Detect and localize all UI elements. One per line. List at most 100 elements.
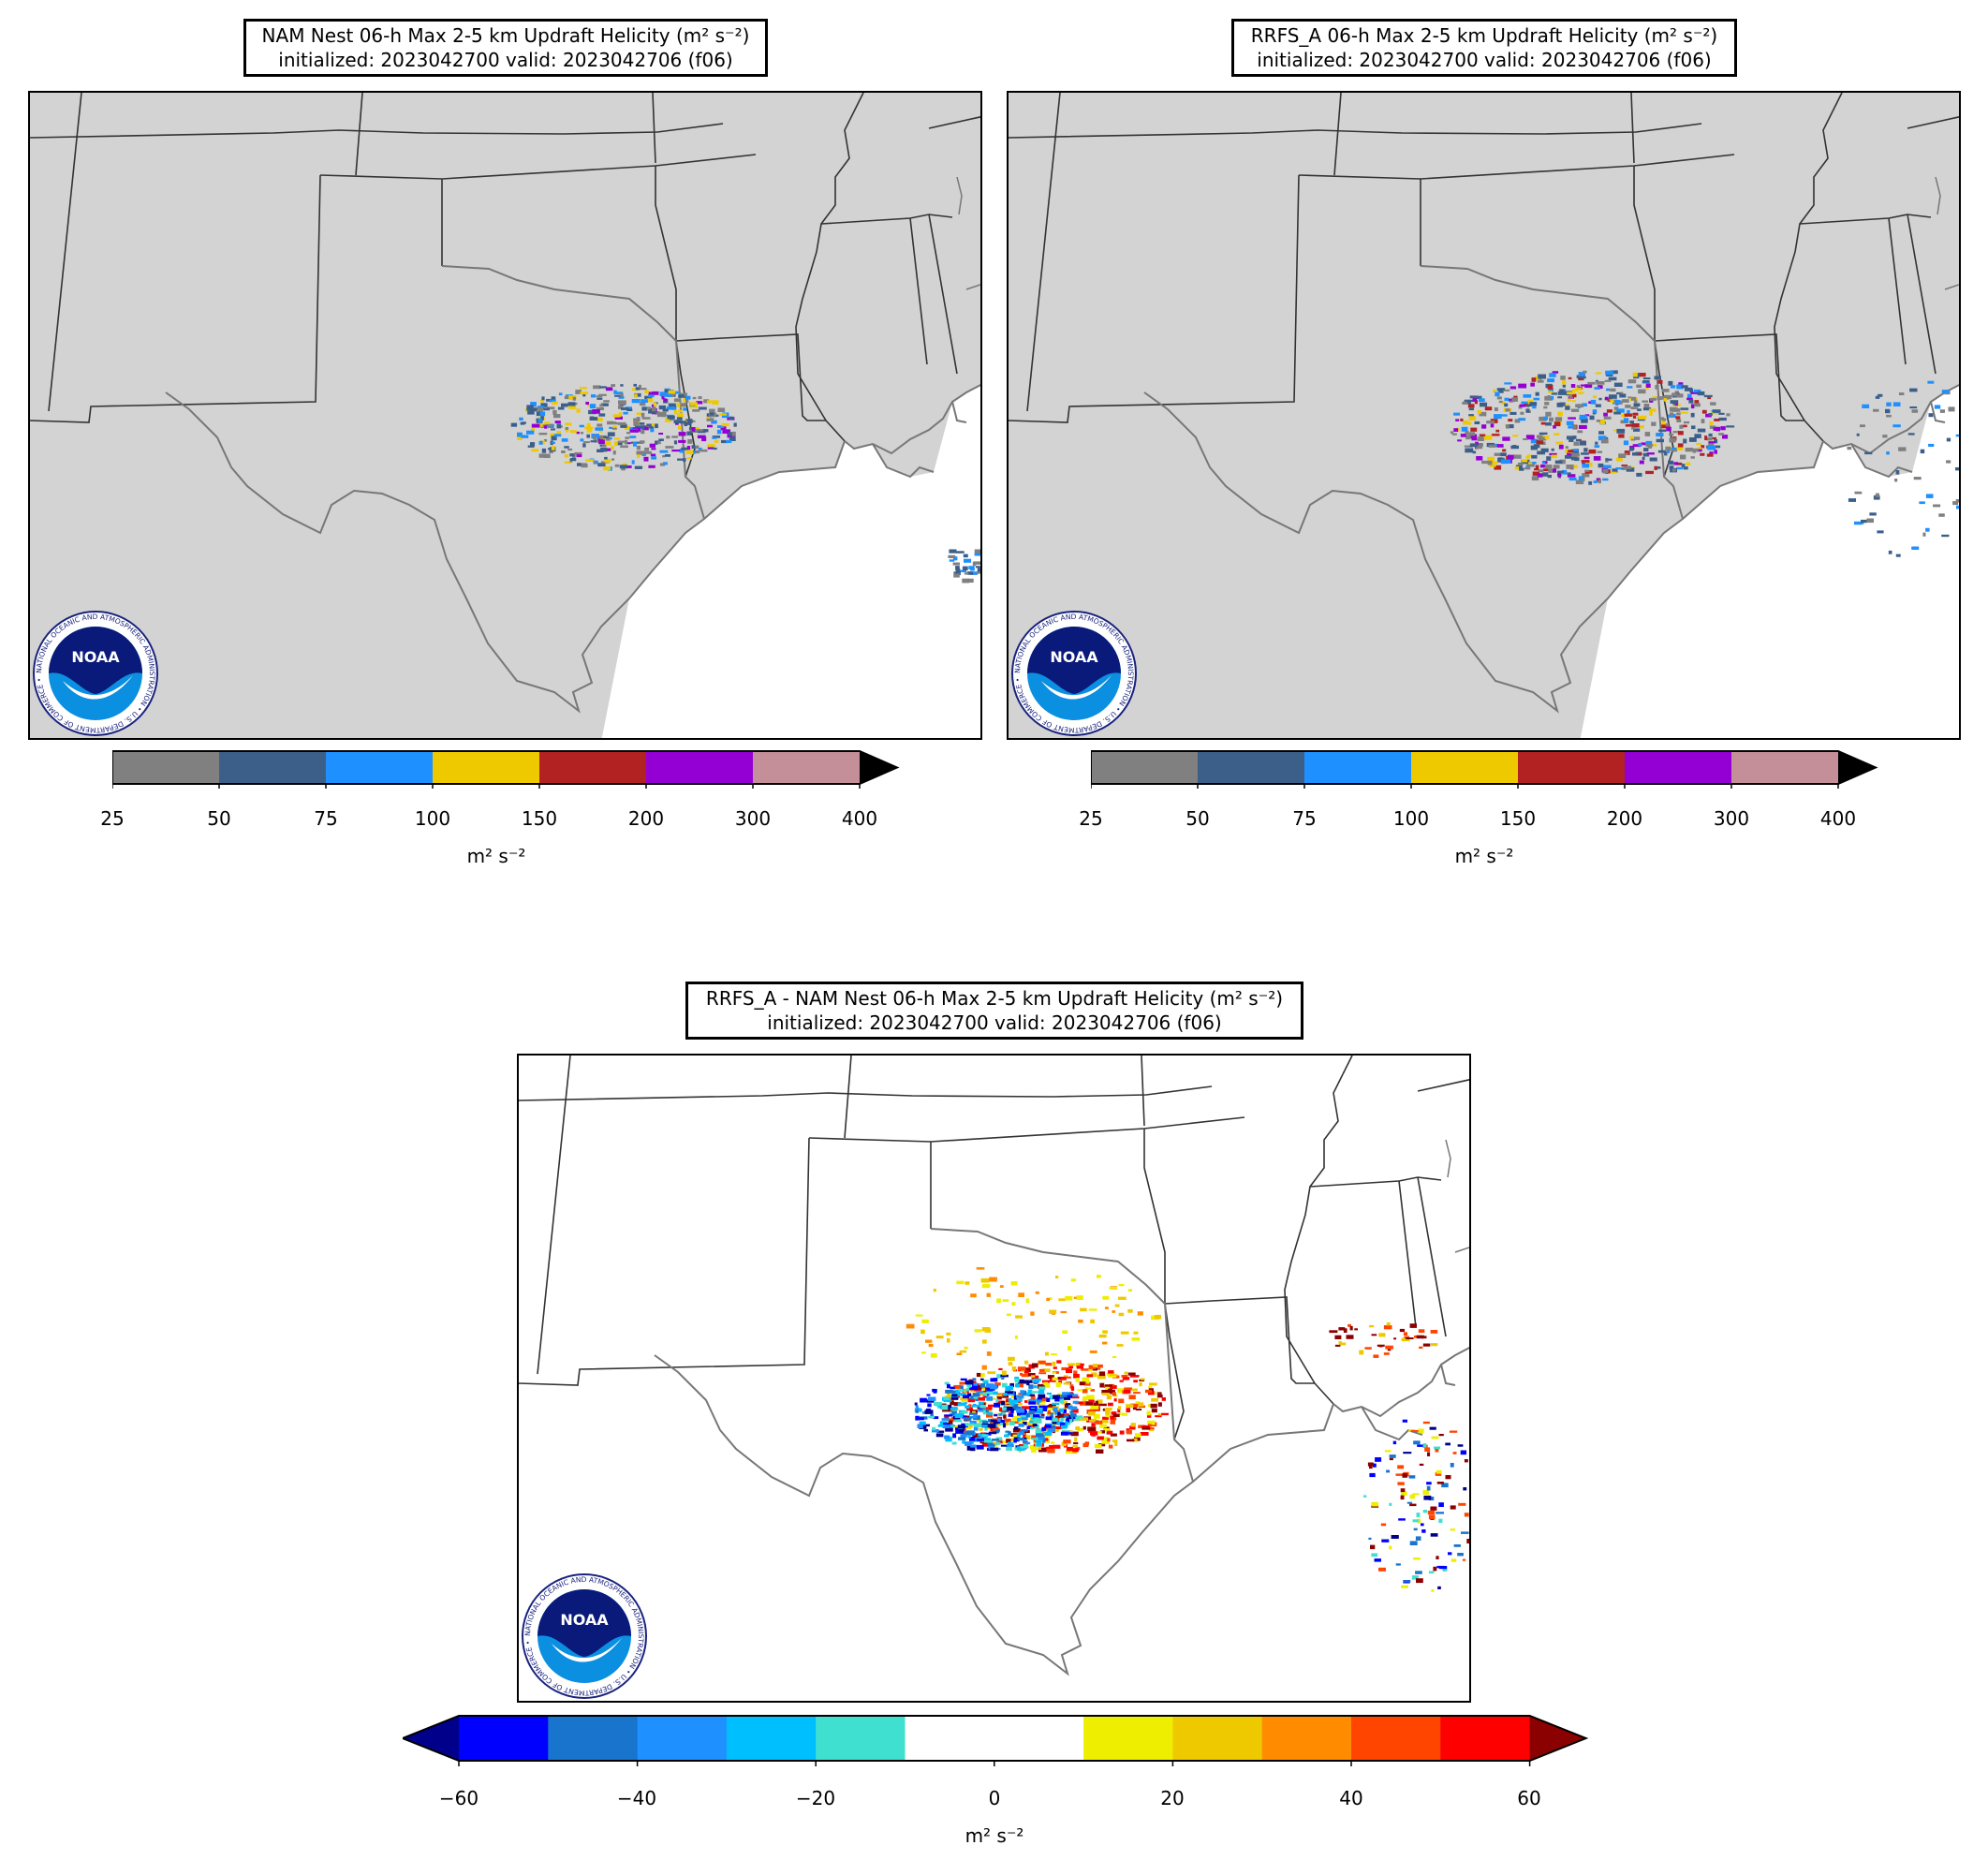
- field-cell: [1645, 470, 1654, 475]
- field-cell: [1430, 1533, 1438, 1537]
- field-cell: [984, 1328, 992, 1333]
- field-cell: [1494, 414, 1502, 420]
- field-cell: [604, 441, 611, 446]
- field-cell: [1417, 1444, 1425, 1447]
- field-cell: [1146, 1410, 1151, 1416]
- state-boundary: [1298, 154, 1735, 180]
- field-cell: [1011, 1416, 1021, 1421]
- field-cell: [1030, 1311, 1035, 1316]
- field-cell: [1571, 453, 1578, 457]
- field-cell: [979, 1408, 983, 1410]
- field-cell: [651, 404, 655, 408]
- field-cell: [658, 438, 664, 441]
- field-cell: [539, 411, 546, 417]
- field-cell: [1709, 451, 1714, 454]
- field-cell: [1649, 457, 1657, 462]
- field-cell: [1428, 1571, 1435, 1574]
- field-cell: [944, 1414, 952, 1417]
- field-cell: [1636, 384, 1642, 388]
- field-cell: [1488, 444, 1496, 448]
- field-cell: [1045, 1407, 1053, 1410]
- field-cell: [633, 421, 640, 426]
- field-cell: [558, 392, 563, 396]
- state-boundary: [355, 93, 363, 176]
- field-cell: [1606, 409, 1612, 413]
- field-cell: [1054, 1410, 1060, 1415]
- field-cell: [1066, 1418, 1069, 1423]
- field-cell: [1104, 1407, 1112, 1410]
- field-cell: [1487, 456, 1495, 462]
- field-cell: [1010, 1403, 1015, 1406]
- field-cell: [1672, 401, 1677, 406]
- field-cell: [636, 417, 641, 421]
- field-cell: [949, 549, 957, 554]
- rrfs-tick-150: 150: [1499, 807, 1537, 830]
- field-cell: [951, 1410, 957, 1415]
- field-cell: [1622, 399, 1629, 403]
- field-cell: [1517, 463, 1524, 465]
- field-cell: [1117, 1296, 1127, 1300]
- field-cell: [677, 412, 684, 418]
- field-cell: [1869, 512, 1877, 516]
- field-cell: [1489, 464, 1496, 467]
- field-cell: [998, 1367, 1003, 1370]
- field-cell: [618, 412, 622, 417]
- field-cell: [1643, 404, 1650, 408]
- field-cell: [706, 413, 712, 418]
- field-cell: [1008, 1404, 1011, 1407]
- colorbar-segment: [726, 1716, 817, 1761]
- field-cell: [576, 431, 580, 435]
- field-cell: [951, 1441, 957, 1445]
- field-cell: [1496, 396, 1502, 400]
- field-cell: [1654, 465, 1657, 470]
- field-cell: [1713, 409, 1721, 413]
- field-cell: [510, 422, 518, 427]
- field-cell: [692, 409, 700, 412]
- field-cell: [1525, 435, 1535, 440]
- field-cell: [552, 401, 558, 406]
- state-boundary: [675, 333, 846, 442]
- field-cell: [598, 439, 605, 445]
- field-cell: [634, 465, 643, 469]
- field-cell: [1595, 441, 1598, 445]
- field-cell: [1679, 424, 1684, 429]
- field-cell: [915, 1415, 920, 1421]
- field-cell: [1677, 431, 1684, 436]
- field-cell: [692, 420, 696, 422]
- field-cell: [1123, 1377, 1130, 1380]
- field-cell: [1583, 456, 1590, 460]
- field-cell: [1598, 431, 1604, 435]
- field-cell: [1406, 1501, 1413, 1504]
- field-cell: [1525, 408, 1530, 413]
- field-cell: [591, 394, 596, 398]
- field-cell: [1948, 406, 1955, 412]
- field-cell: [1551, 392, 1557, 395]
- field-cell: [1044, 1424, 1052, 1428]
- field-cell: [706, 418, 714, 421]
- field-cell: [1886, 402, 1892, 406]
- field-cell: [927, 1403, 932, 1408]
- field-cell: [1708, 433, 1713, 437]
- field-cell: [712, 436, 721, 438]
- field-cell: [1567, 451, 1573, 456]
- field-cell: [557, 406, 565, 410]
- field-cell: [685, 395, 691, 400]
- field-cell: [1023, 1370, 1029, 1374]
- nam-tick-50: 50: [207, 807, 231, 830]
- field-cell: [927, 1396, 936, 1401]
- diff-tick-neg60: −60: [438, 1787, 479, 1809]
- field-cell: [1714, 419, 1720, 421]
- field-cell: [969, 1416, 978, 1419]
- field-cell: [1346, 1335, 1354, 1339]
- field-cell: [644, 426, 649, 431]
- field-cell: [949, 559, 955, 562]
- field-cell: [1000, 1285, 1004, 1288]
- field-cell: [1664, 451, 1668, 456]
- field-cell: [1421, 1523, 1424, 1527]
- field-cell: [1430, 1343, 1438, 1347]
- field-cell: [1081, 1368, 1089, 1371]
- field-cell: [1047, 1375, 1054, 1379]
- field-cell: [1481, 460, 1489, 465]
- field-cell: [1129, 1375, 1139, 1378]
- field-cell: [1000, 1374, 1009, 1378]
